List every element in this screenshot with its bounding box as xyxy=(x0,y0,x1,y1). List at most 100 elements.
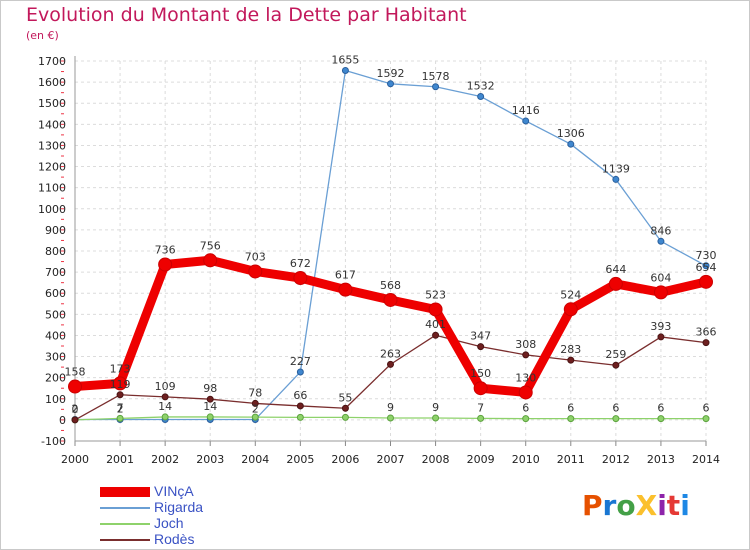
plot-area xyxy=(75,61,706,441)
data-point-rigarda xyxy=(612,175,620,183)
data-point-rodes xyxy=(702,339,710,347)
legend-swatch-rodes xyxy=(100,539,150,541)
data-point-rigarda xyxy=(657,237,665,245)
data-label-vinca: 736 xyxy=(155,244,176,257)
data-label-rigarda: 2 xyxy=(72,402,79,415)
logo-letter: X xyxy=(635,489,658,522)
data-label-joch: 14 xyxy=(158,400,172,413)
data-label-rigarda: 227 xyxy=(290,355,311,368)
logo-letter: i xyxy=(680,489,690,522)
legend-label-joch: Joch xyxy=(154,515,184,531)
data-point-rigarda xyxy=(387,80,394,88)
data-label-rodes: 401 xyxy=(425,318,446,331)
legend: VINçA Rigarda Joch Rodès xyxy=(100,483,300,548)
data-label-rodes: 98 xyxy=(203,382,217,395)
y-tick-label: 300 xyxy=(45,351,66,364)
data-label-rigarda: 730 xyxy=(696,249,717,262)
data-point-vinca xyxy=(428,302,443,317)
data-label-rodes: 259 xyxy=(605,348,626,361)
data-label-joch: 14 xyxy=(203,400,217,413)
data-label-vinca: 672 xyxy=(290,257,311,270)
data-point-rodes xyxy=(522,351,530,359)
data-label-vinca: 756 xyxy=(200,239,221,252)
data-point-rodes xyxy=(206,395,214,403)
x-tick-label: 2012 xyxy=(602,453,630,466)
data-label-vinca: 158 xyxy=(65,366,86,379)
data-point-rodes xyxy=(251,399,259,407)
data-label-rodes: 263 xyxy=(380,347,401,360)
data-label-vinca: 173 xyxy=(110,362,131,375)
data-point-vinca xyxy=(383,292,398,307)
data-point-vinca xyxy=(68,379,82,394)
data-point-joch xyxy=(116,414,124,422)
data-point-vinca xyxy=(608,276,623,291)
data-label-rigarda: 1578 xyxy=(422,70,450,83)
data-point-rigarda xyxy=(567,140,575,148)
data-point-rodes xyxy=(477,343,485,351)
data-point-rigarda xyxy=(522,117,530,125)
data-label-rigarda: 2 xyxy=(117,402,124,415)
data-point-joch xyxy=(432,414,440,422)
x-tick-label: 2006 xyxy=(331,453,359,466)
data-label-vinca: 524 xyxy=(560,288,581,301)
data-label-rigarda: 1416 xyxy=(512,104,540,117)
data-point-joch xyxy=(387,414,394,422)
data-point-vinca xyxy=(563,302,578,317)
logo-letter: P xyxy=(582,489,603,522)
y-tick-label: 500 xyxy=(45,308,66,321)
y-tick-label: 900 xyxy=(45,224,66,237)
data-label-vinca: 654 xyxy=(696,261,717,274)
legend-label-rodes: Rodès xyxy=(154,531,195,547)
data-point-vinca xyxy=(248,264,263,279)
data-label-rigarda: 1139 xyxy=(602,162,630,175)
data-label-vinca: 644 xyxy=(605,263,626,276)
data-point-vinca xyxy=(113,376,128,391)
data-point-vinca xyxy=(293,271,308,286)
data-label-joch: 6 xyxy=(657,402,664,415)
data-label-joch: 7 xyxy=(477,401,484,414)
data-label-rigarda: 1592 xyxy=(377,67,405,80)
data-label-joch: 6 xyxy=(703,402,710,415)
y-tick-label: 100 xyxy=(45,393,66,406)
x-tick-label: 2007 xyxy=(377,453,405,466)
x-tick-label: 2004 xyxy=(241,453,269,466)
x-tick-label: 2000 xyxy=(61,453,89,466)
y-tick-label: 1300 xyxy=(38,139,66,152)
data-point-vinca xyxy=(203,253,218,268)
data-label-vinca: 130 xyxy=(515,371,536,384)
data-point-rodes xyxy=(567,356,575,364)
x-tick-label: 2009 xyxy=(467,453,495,466)
data-point-rodes xyxy=(116,391,124,399)
legend-label-vinca: VINçA xyxy=(154,483,194,499)
data-point-rigarda xyxy=(341,67,349,74)
data-label-joch: 9 xyxy=(387,401,394,414)
data-label-rigarda: 1306 xyxy=(557,127,585,140)
x-tick-label: 2003 xyxy=(196,453,224,466)
data-label-rigarda: 2 xyxy=(252,402,259,415)
y-tick-label: 1400 xyxy=(38,118,66,131)
data-point-vinca xyxy=(699,274,713,289)
logo-letter: o xyxy=(616,489,636,522)
data-label-rodes: 347 xyxy=(470,330,491,343)
x-tick-label: 2005 xyxy=(286,453,314,466)
data-label-rodes: 55 xyxy=(338,391,352,404)
y-tick-label: 1100 xyxy=(38,182,66,195)
y-tick-label: -100 xyxy=(41,435,66,448)
data-point-joch xyxy=(251,413,259,421)
data-label-rodes: 366 xyxy=(696,326,717,339)
data-label-joch: 7 xyxy=(117,401,124,414)
data-point-vinca xyxy=(158,257,173,272)
data-point-vinca xyxy=(473,381,488,396)
data-point-rodes xyxy=(71,416,79,424)
data-label-joch: 6 xyxy=(612,402,619,415)
data-label-joch: 9 xyxy=(432,401,439,414)
y-tick-label: 1000 xyxy=(38,203,66,216)
x-tick-label: 2011 xyxy=(557,453,585,466)
y-tick-label: 200 xyxy=(45,372,66,385)
data-point-rigarda xyxy=(296,368,304,376)
x-tick-label: 2013 xyxy=(647,453,675,466)
data-label-vinca: 604 xyxy=(650,271,671,284)
data-label-rodes: 283 xyxy=(560,343,581,356)
data-point-joch xyxy=(567,415,575,423)
